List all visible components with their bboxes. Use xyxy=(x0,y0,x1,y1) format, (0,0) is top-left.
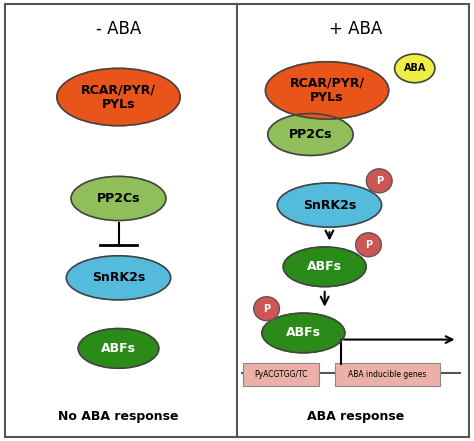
Ellipse shape xyxy=(78,329,159,368)
Text: PyACGTGG/TC: PyACGTGG/TC xyxy=(254,370,308,379)
Text: No ABA response: No ABA response xyxy=(58,410,179,423)
FancyBboxPatch shape xyxy=(5,4,469,437)
Text: RCAR/PYR/
PYLs: RCAR/PYR/ PYLs xyxy=(81,83,156,111)
Text: PP2Cs: PP2Cs xyxy=(289,128,332,141)
Text: ABA inducible genes: ABA inducible genes xyxy=(348,370,427,379)
Text: P: P xyxy=(263,304,270,314)
Ellipse shape xyxy=(262,313,345,353)
Text: SnRK2s: SnRK2s xyxy=(303,198,356,212)
Text: ABFs: ABFs xyxy=(307,260,342,273)
Circle shape xyxy=(366,169,392,193)
Text: - ABA: - ABA xyxy=(96,20,141,37)
Text: RCAR/PYR/
PYLs: RCAR/PYR/ PYLs xyxy=(290,76,365,105)
Ellipse shape xyxy=(71,176,166,220)
Text: ABFs: ABFs xyxy=(286,326,321,340)
Text: P: P xyxy=(365,240,372,250)
Ellipse shape xyxy=(283,247,366,287)
Ellipse shape xyxy=(277,183,382,227)
Text: ABA response: ABA response xyxy=(307,410,404,423)
Ellipse shape xyxy=(265,62,389,119)
Ellipse shape xyxy=(57,68,180,126)
Ellipse shape xyxy=(268,113,353,155)
Circle shape xyxy=(356,233,381,257)
Ellipse shape xyxy=(394,54,435,83)
Text: SnRK2s: SnRK2s xyxy=(92,271,145,284)
Ellipse shape xyxy=(66,256,171,300)
Circle shape xyxy=(254,297,279,321)
Text: + ABA: + ABA xyxy=(329,20,382,37)
FancyBboxPatch shape xyxy=(243,363,319,386)
Text: ABA: ABA xyxy=(403,64,426,73)
FancyBboxPatch shape xyxy=(335,363,440,386)
Text: PP2Cs: PP2Cs xyxy=(97,192,140,205)
Text: ABFs: ABFs xyxy=(101,342,136,355)
Text: P: P xyxy=(375,176,383,186)
